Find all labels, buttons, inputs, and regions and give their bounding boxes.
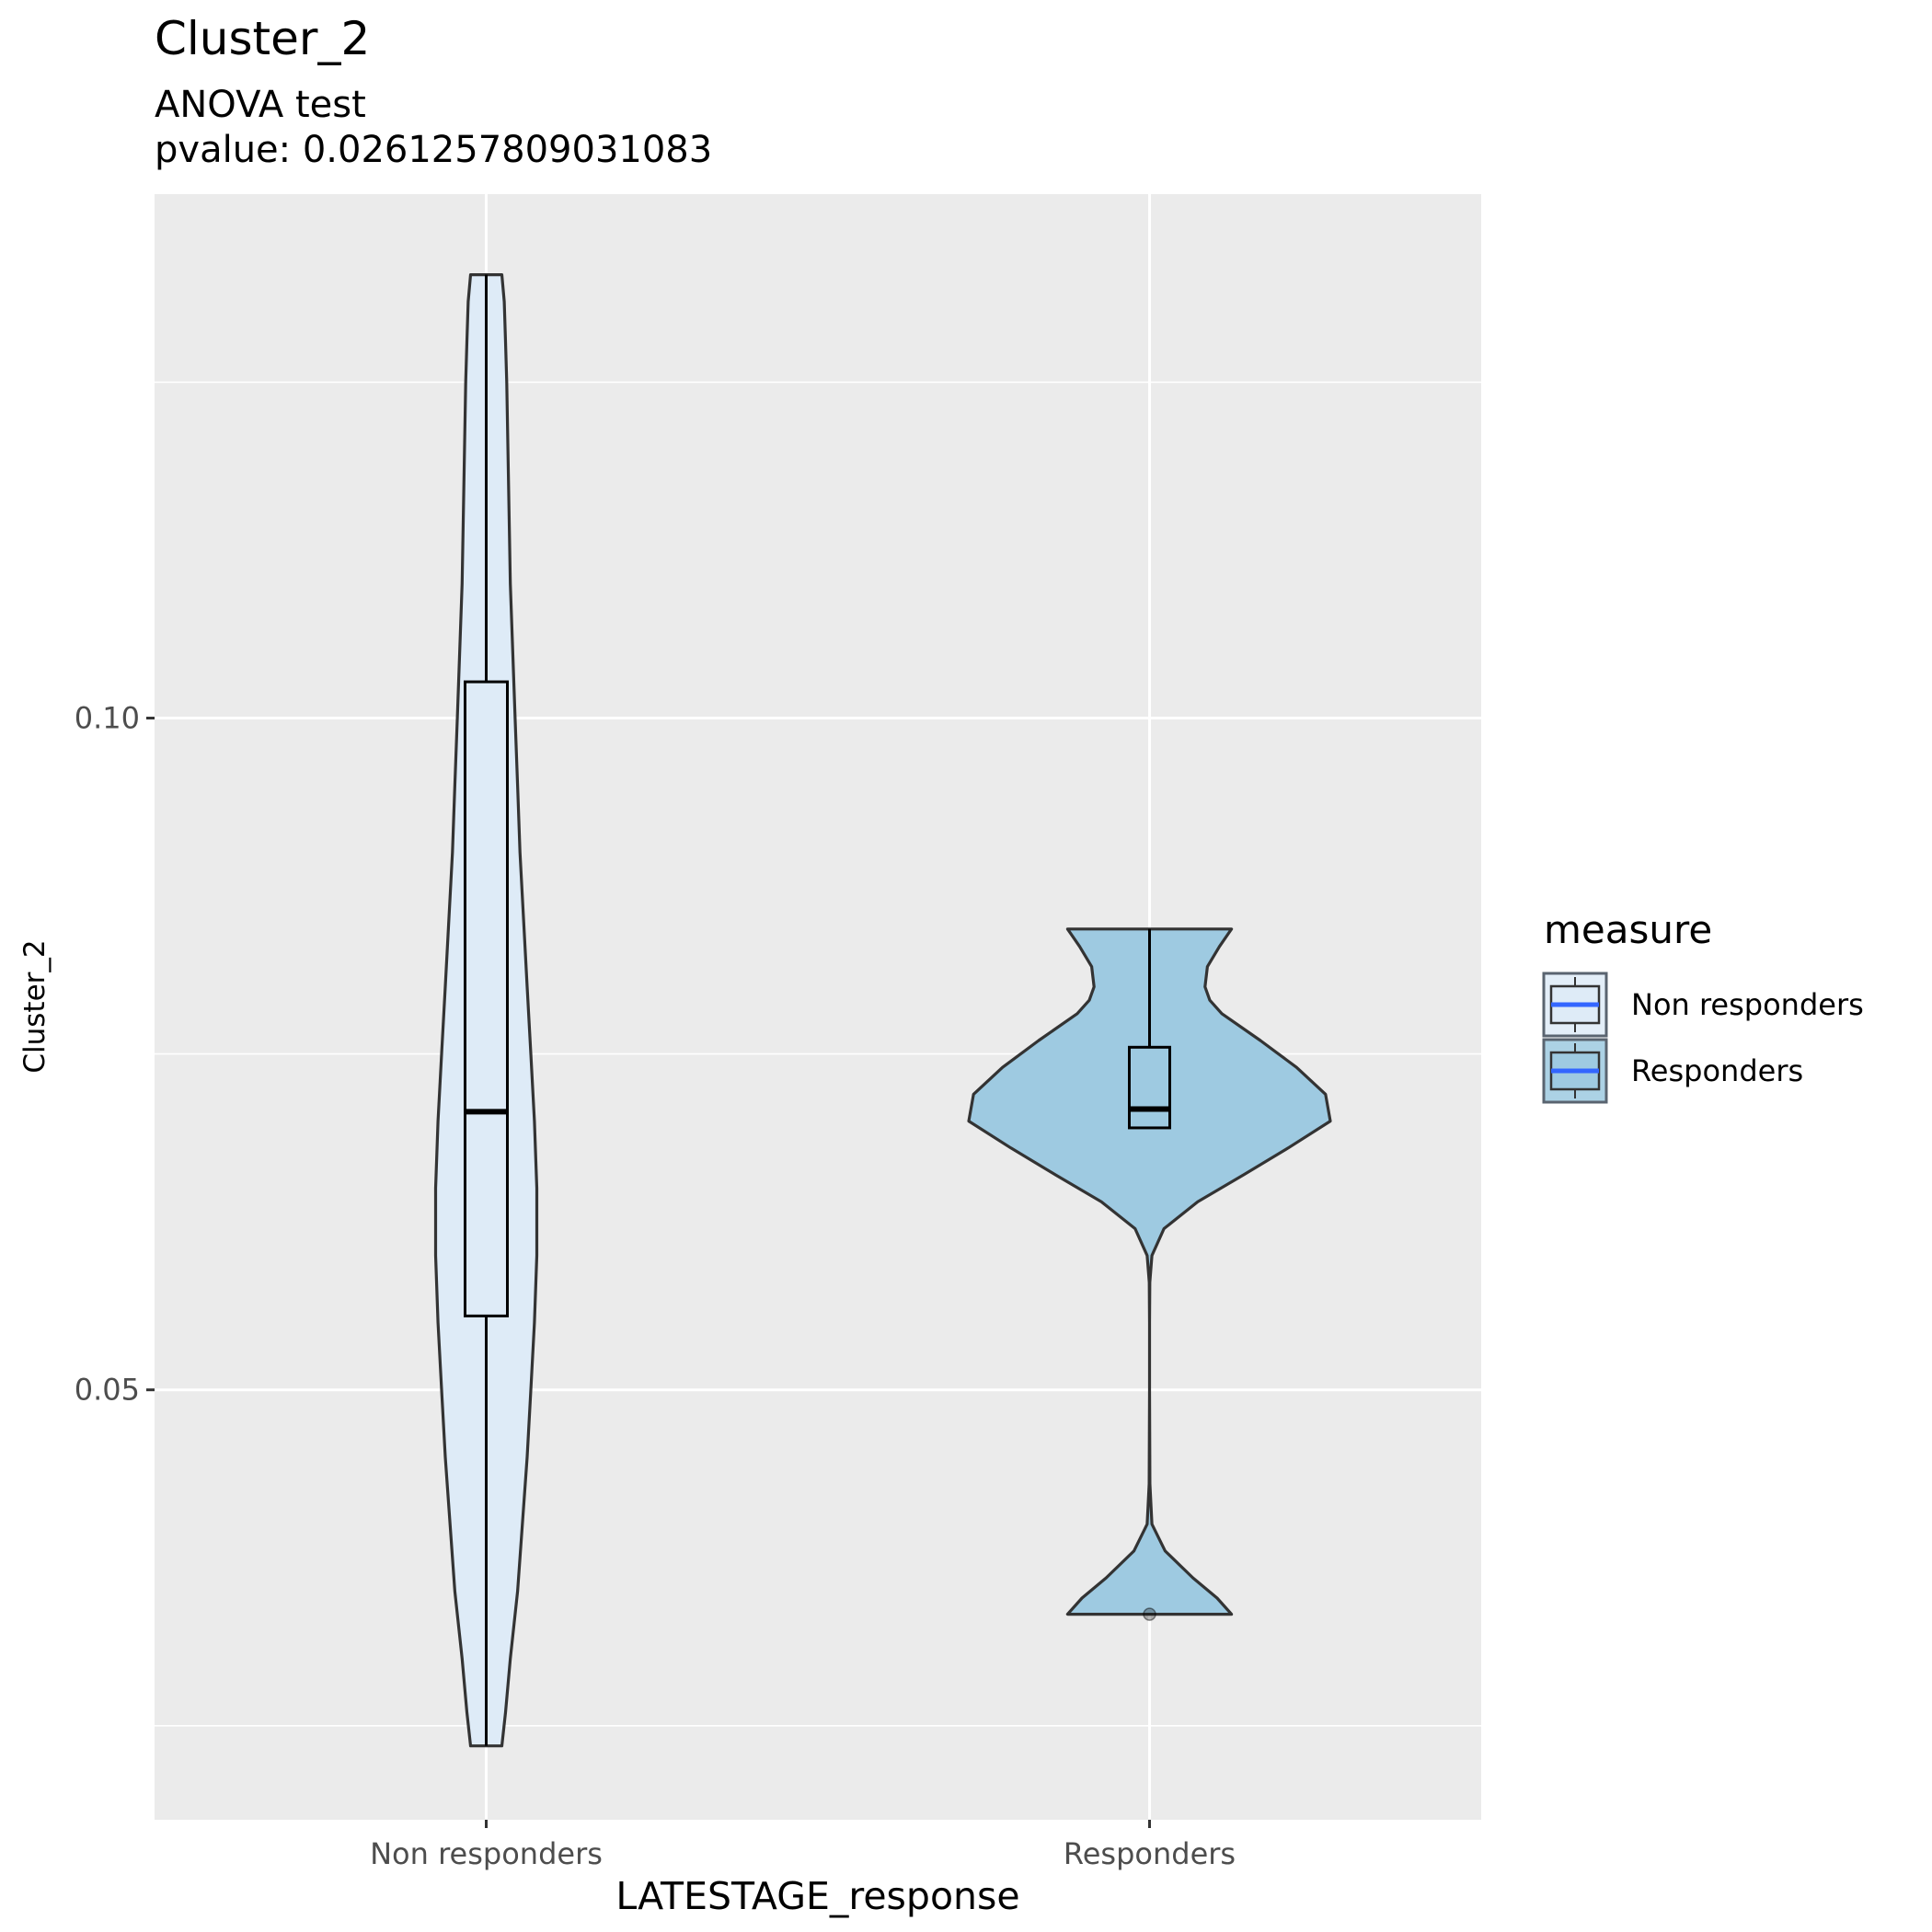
x-axis-title: LATESTAGE_response bbox=[615, 1874, 1019, 1918]
outlier-point bbox=[1143, 1607, 1156, 1621]
legend-label: Non responders bbox=[1631, 987, 1864, 1022]
x-tick-label: Responders bbox=[1064, 1836, 1236, 1871]
y-tick-label: 0.05 bbox=[75, 1373, 140, 1408]
y-tick-label: 0.10 bbox=[75, 701, 140, 736]
legend-title: measure bbox=[1544, 907, 1712, 952]
violin-responders bbox=[967, 927, 1332, 1616]
chart-subtitle-test: ANOVA test bbox=[155, 84, 366, 126]
legend: measure Non responders Responders bbox=[1542, 907, 1864, 1104]
plot-panel bbox=[155, 194, 1481, 1820]
y-axis-title: Cluster_2 bbox=[18, 939, 52, 1073]
legend-label: Responders bbox=[1631, 1053, 1803, 1088]
axes: 0.05 0.10 Non responders Responders bbox=[75, 701, 1236, 1871]
box bbox=[464, 680, 509, 1317]
box bbox=[1128, 1045, 1171, 1130]
x-tick-label: Non responders bbox=[370, 1836, 603, 1871]
violin-non-responders bbox=[433, 273, 539, 1748]
violins bbox=[433, 273, 1332, 1748]
chart-title: Cluster_2 bbox=[155, 12, 370, 65]
chart-subtitle-pvalue: pvalue: 0.0261257809031083 bbox=[155, 129, 712, 171]
